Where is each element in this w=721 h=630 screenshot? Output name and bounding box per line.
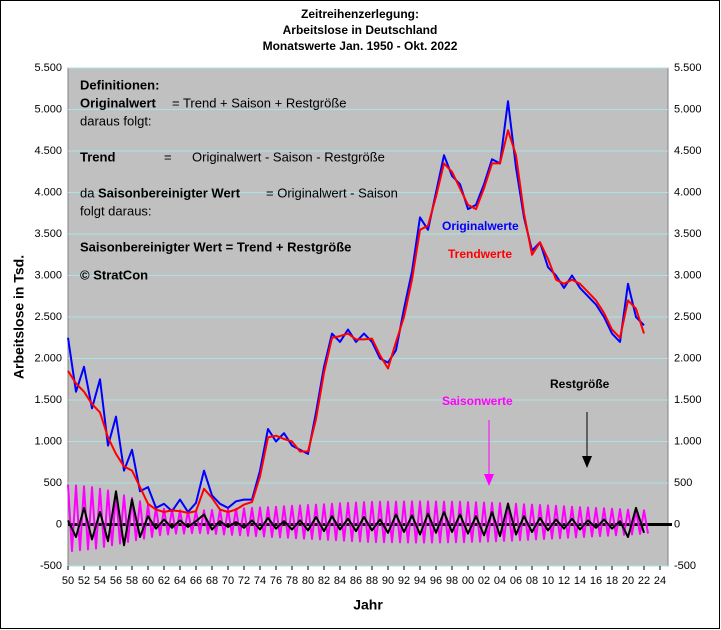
x-tick-label: 70 xyxy=(222,575,234,587)
x-tick-label: 74 xyxy=(254,575,266,587)
y-tick-label: 4.500 xyxy=(34,145,62,157)
x-tick-label: 54 xyxy=(94,575,106,587)
chart-title: Monatswerte Jan. 1950 - Okt. 2022 xyxy=(263,39,458,53)
x-tick-label: 20 xyxy=(622,575,634,587)
y-tick-label: 5.000 xyxy=(34,103,62,115)
x-tick-label: 58 xyxy=(126,575,138,587)
x-tick-label: 92 xyxy=(398,575,410,587)
x-tick-label: 12 xyxy=(558,575,570,587)
x-tick-label: 78 xyxy=(286,575,298,587)
x-tick-label: 22 xyxy=(638,575,650,587)
chart-title: Arbeitslose in Deutschland xyxy=(283,23,438,37)
x-tick-label: 72 xyxy=(238,575,250,587)
series-line xyxy=(67,490,645,547)
x-tick-label: 76 xyxy=(270,575,282,587)
y-tick-label: 5.500 xyxy=(34,62,62,74)
series-label: Saisonwerte xyxy=(442,394,513,408)
y2-tick-label: 1.000 xyxy=(674,435,702,447)
x-tick-label: 52 xyxy=(78,575,90,587)
x-tick-label: 88 xyxy=(366,575,378,587)
x-tick-label: 66 xyxy=(190,575,202,587)
y-tick-label: 3.500 xyxy=(34,228,62,240)
series-label: Originalwerte xyxy=(442,219,519,233)
x-tick-label: 64 xyxy=(174,575,186,587)
series-label: Trendwerte xyxy=(448,247,512,261)
y-tick-label: 1.000 xyxy=(34,435,62,447)
x-tick-label: 16 xyxy=(590,575,602,587)
x-tick-label: 10 xyxy=(542,575,554,587)
y2-tick-label: 5.500 xyxy=(674,62,702,74)
x-tick-label: 06 xyxy=(510,575,522,587)
y2-tick-label: 500 xyxy=(674,477,692,489)
y2-tick-label: -500 xyxy=(674,560,696,572)
annotation: = xyxy=(164,149,172,164)
series-label: Restgröße xyxy=(550,377,610,391)
x-tick-label: 04 xyxy=(494,575,506,587)
y2-tick-label: 4.500 xyxy=(674,145,702,157)
x-tick-label: 82 xyxy=(318,575,330,587)
y-tick-label: 500 xyxy=(44,477,62,489)
annotation: Originalwert - Saison - Restgröße xyxy=(192,149,385,164)
y2-tick-label: 2.000 xyxy=(674,352,702,364)
y2-tick-label: 0 xyxy=(674,518,680,530)
chart-title: Zeitreihenzerlegung: xyxy=(301,7,419,21)
definitions: Definitionen: Originalwert = Trend + Sai… xyxy=(80,77,398,282)
annotation: © StratCon xyxy=(80,267,148,282)
annotation: da xyxy=(80,185,95,200)
x-tick-label: 02 xyxy=(478,575,490,587)
annotation: Trend xyxy=(80,149,115,164)
y-tick-label: 2.500 xyxy=(34,311,62,323)
y2-tick-label: 4.000 xyxy=(674,186,702,198)
x-axis-label: Jahr xyxy=(353,597,383,613)
annotation: Saisonbereinigter Wert = Trend + Restgrö… xyxy=(80,239,351,254)
y2-tick-label: 5.000 xyxy=(674,103,702,115)
annotation: Saisonbereinigter Wert xyxy=(98,185,241,200)
x-tick-label: 08 xyxy=(526,575,538,587)
x-tick-label: 94 xyxy=(414,575,426,587)
x-tick-label: 68 xyxy=(206,575,218,587)
y-axis-label: Arbeitslose in Tsd. xyxy=(11,255,27,379)
annotation: folgt daraus: xyxy=(80,203,152,218)
x-tick-label: 24 xyxy=(654,575,666,587)
x-tick-label: 98 xyxy=(446,575,458,587)
y-tick-label: -500 xyxy=(40,560,62,572)
y-tick-label: 2.000 xyxy=(34,352,62,364)
x-tick-label: 80 xyxy=(302,575,314,587)
x-tick-label: 96 xyxy=(430,575,442,587)
y2-tick-label: 3.500 xyxy=(674,228,702,240)
annotation: Originalwert xyxy=(80,95,157,110)
x-tick-label: 00 xyxy=(462,575,474,587)
y-tick-label: 0 xyxy=(56,518,62,530)
arrow-head xyxy=(484,474,494,486)
x-tick-label: 86 xyxy=(350,575,362,587)
y-tick-label: 1.500 xyxy=(34,394,62,406)
x-tick-label: 84 xyxy=(334,575,346,587)
series-line xyxy=(67,100,645,513)
x-tick-label: 90 xyxy=(382,575,394,587)
y-tick-label: 4.000 xyxy=(34,186,62,198)
annotation: = Trend + Saison + Restgröße xyxy=(172,95,347,110)
series-line xyxy=(67,129,645,514)
y2-tick-label: 2.500 xyxy=(674,311,702,323)
y2-tick-label: 3.000 xyxy=(674,269,702,281)
annotation: = Originalwert - Saison xyxy=(266,185,398,200)
x-tick-label: 50 xyxy=(62,575,74,587)
annotation: Definitionen: xyxy=(80,77,159,92)
y-tick-label: 3.000 xyxy=(34,269,62,281)
x-tick-label: 18 xyxy=(606,575,618,587)
arrow-head xyxy=(582,456,592,468)
series-line xyxy=(67,484,649,553)
x-tick-label: 62 xyxy=(158,575,170,587)
x-tick-label: 14 xyxy=(574,575,586,587)
x-tick-label: 56 xyxy=(110,575,122,587)
y2-tick-label: 1.500 xyxy=(674,394,702,406)
x-tick-label: 60 xyxy=(142,575,154,587)
annotation: daraus folgt: xyxy=(80,113,152,128)
